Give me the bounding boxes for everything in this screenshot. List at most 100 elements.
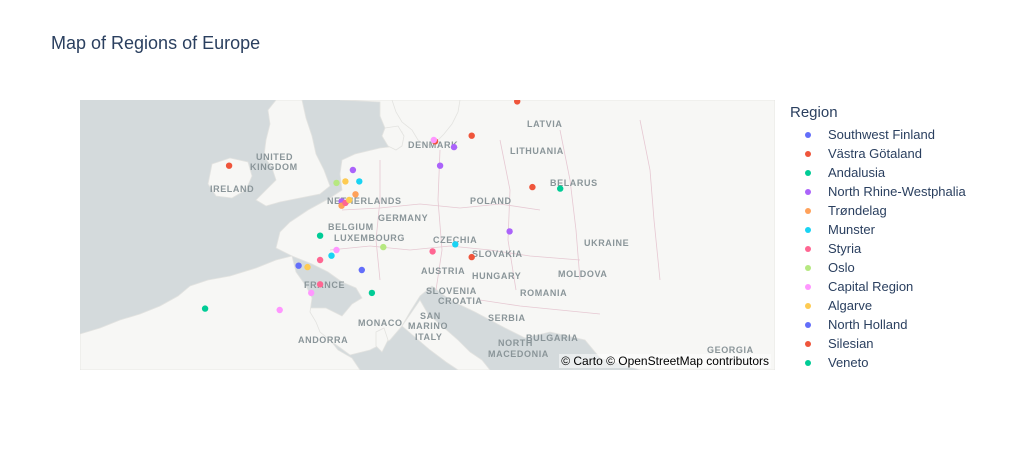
legend-items: Southwest Finland Västra Götaland Andalusi…	[790, 125, 966, 372]
map-point[interactable]	[295, 262, 302, 269]
country-label: BELARUS	[550, 178, 598, 188]
legend-label: Silesian	[828, 336, 874, 351]
legend-item[interactable]: Trøndelag	[790, 201, 966, 220]
legend-label: Capital Region	[828, 279, 914, 294]
country-label: BELGIUM	[328, 222, 374, 232]
legend-label: Munster	[828, 222, 875, 237]
map-point[interactable]	[316, 232, 324, 239]
legend-label: Veneto	[828, 355, 869, 370]
border-line	[341, 203, 541, 211]
chart-title: Map of Regions of Europe	[51, 33, 261, 53]
legend-marker-icon	[805, 207, 811, 214]
map-point[interactable]	[316, 256, 324, 264]
legend-label: Styria	[828, 241, 862, 256]
legend-item[interactable]: Styria	[790, 239, 966, 258]
map-point[interactable]	[225, 162, 233, 169]
land-iberia	[80, 255, 361, 370]
land-ireland	[207, 157, 253, 199]
map-point[interactable]	[380, 243, 387, 251]
legend-marker-icon	[805, 226, 811, 233]
legend-item[interactable]: North Rhine-Westphalia	[790, 182, 966, 201]
map-point[interactable]	[333, 179, 340, 187]
legend-item[interactable]: Andalusia	[790, 163, 966, 182]
legend-label: Trøndelag	[828, 203, 887, 218]
legend-title: Region	[790, 104, 838, 121]
map-attribution[interactable]: © Carto © OpenStreetMap contributors	[559, 354, 771, 368]
country-label: MOLDOVA	[558, 269, 608, 279]
map-point[interactable]	[308, 289, 315, 297]
country-label: GERMANY	[378, 213, 428, 223]
country-label: ROMANIA	[520, 288, 567, 298]
border-line	[479, 299, 601, 315]
map-point[interactable]	[468, 132, 475, 139]
map-point[interactable]	[333, 246, 340, 254]
legend-item[interactable]: Algarve	[790, 296, 966, 315]
legend-item[interactable]: North Holland	[790, 315, 966, 334]
legend-item[interactable]: Capital Region	[790, 277, 966, 296]
map-point[interactable]	[304, 263, 311, 271]
border-line	[435, 149, 443, 291]
legend-marker-icon	[805, 169, 811, 176]
map-point[interactable]	[349, 166, 357, 174]
border-line	[375, 160, 381, 281]
legend-item[interactable]: Oslo	[790, 258, 966, 277]
map-point[interactable]	[316, 281, 324, 288]
country-label: MACEDONIA	[488, 349, 549, 359]
legend-marker-icon	[805, 321, 811, 328]
map-point[interactable]	[450, 143, 458, 151]
land-masses	[80, 100, 775, 370]
country-label: GEORGIA	[707, 345, 754, 355]
map-point[interactable]	[436, 162, 444, 169]
legend-label: Oslo	[828, 260, 855, 275]
country-label: LUXEMBOURG	[334, 233, 405, 243]
country-label: SERBIA	[488, 313, 526, 323]
country-label: KINGDOM	[250, 162, 298, 172]
country-label: MONACO	[358, 318, 403, 328]
map-point[interactable]	[529, 183, 536, 191]
map-point[interactable]	[514, 100, 521, 105]
legend-label: Southwest Finland	[828, 127, 935, 142]
legend-label: Algarve	[828, 298, 873, 313]
map-point[interactable]	[468, 253, 475, 261]
country-label: CROATIA	[438, 296, 483, 306]
legend-item[interactable]: Västra Götaland	[790, 144, 966, 163]
country-label: SLOVENIA	[426, 286, 477, 296]
country-label: IRELAND	[210, 184, 254, 194]
map-point[interactable]	[429, 248, 436, 255]
map-point[interactable]	[368, 289, 376, 297]
legend-item[interactable]: Veneto	[790, 353, 966, 372]
legend-label: North Holland	[828, 317, 908, 332]
country-label: ITALY	[415, 332, 443, 342]
map-canvas[interactable]: LATVIA LITHUANIA DENMARK UNITED KINGDOM …	[80, 100, 775, 370]
legend-item[interactable]: Munster	[790, 220, 966, 239]
border-line	[499, 139, 517, 291]
country-label: UKRAINE	[584, 238, 629, 248]
map-point[interactable]	[430, 136, 437, 144]
map-point[interactable]	[356, 178, 363, 185]
map-point[interactable]	[452, 241, 459, 248]
data-points[interactable]	[201, 100, 564, 314]
country-label: MARINO	[408, 321, 448, 331]
map-point[interactable]	[346, 196, 353, 204]
map-point[interactable]	[506, 228, 513, 235]
map-point[interactable]	[352, 191, 359, 198]
country-label: UNITED	[256, 152, 293, 162]
country-label: HUNGARY	[472, 271, 521, 281]
country-label: POLAND	[470, 196, 512, 206]
map-point[interactable]	[358, 266, 365, 274]
map-point[interactable]	[276, 306, 283, 314]
map-point[interactable]	[342, 178, 349, 185]
map-area[interactable]: LATVIA LITHUANIA DENMARK UNITED KINGDOM …	[80, 100, 775, 370]
legend-item[interactable]: Southwest Finland	[790, 125, 966, 144]
country-label: LATVIA	[527, 119, 562, 129]
country-labels: LATVIA LITHUANIA DENMARK UNITED KINGDOM …	[210, 119, 754, 359]
map-point[interactable]	[201, 305, 209, 312]
legend-label: North Rhine-Westphalia	[828, 184, 966, 199]
map-point[interactable]	[328, 252, 335, 259]
country-label: CZECHIA	[433, 235, 477, 245]
legend-label: Västra Götaland	[828, 146, 922, 161]
legend-item[interactable]: Silesian	[790, 334, 966, 353]
legend-marker-icon	[805, 283, 811, 290]
country-label: ANDORRA	[298, 335, 348, 345]
map-point[interactable]	[557, 185, 564, 192]
